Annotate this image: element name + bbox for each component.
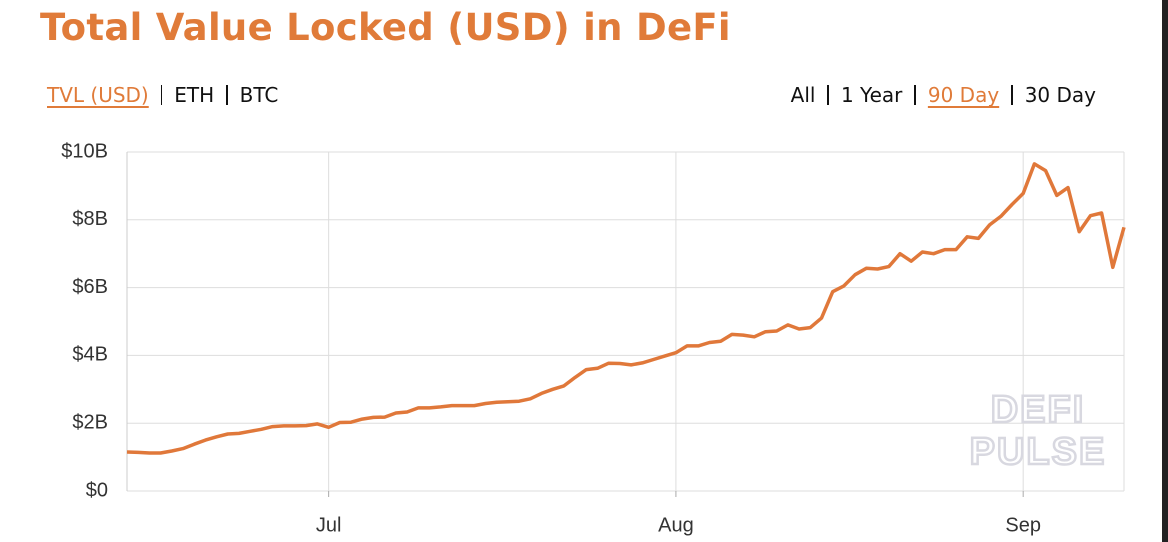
- separator: [226, 85, 228, 105]
- watermark: PULSE: [970, 431, 1107, 473]
- unit-tabs: TVL (USD) ETH BTC: [45, 83, 280, 107]
- range-tabs: All 1 Year 90 Day 30 Day: [789, 83, 1098, 107]
- tab[interactable]: 1 Year: [840, 83, 903, 107]
- separator: [1011, 85, 1013, 105]
- x-tick-label: Sep: [1005, 514, 1041, 536]
- page-title: Total Value Locked (USD) in DeFi: [40, 6, 731, 49]
- separator: [914, 85, 916, 105]
- y-tick-label: $2B: [72, 411, 108, 433]
- window-edge: [1162, 0, 1168, 542]
- tab[interactable]: All: [790, 83, 816, 107]
- y-tick-label: $6B: [72, 276, 108, 298]
- separator: [160, 85, 163, 105]
- x-tick-label: Jul: [316, 514, 342, 536]
- separator: [827, 85, 829, 105]
- y-tick-label: $0: [86, 479, 108, 501]
- x-tick-label: Aug: [658, 514, 694, 536]
- tab[interactable]: ETH: [174, 83, 215, 107]
- data-line: [126, 162, 1126, 455]
- tab[interactable]: 90 Day: [927, 83, 1000, 107]
- y-tick-label: $4B: [72, 344, 108, 366]
- tab[interactable]: 30 Day: [1024, 83, 1096, 107]
- y-tick-label: $8B: [72, 208, 108, 230]
- tab[interactable]: BTC: [239, 83, 279, 107]
- y-tick-label: $10B: [61, 140, 108, 162]
- tab[interactable]: TVL (USD): [47, 83, 149, 107]
- watermark: DEFI: [991, 389, 1086, 431]
